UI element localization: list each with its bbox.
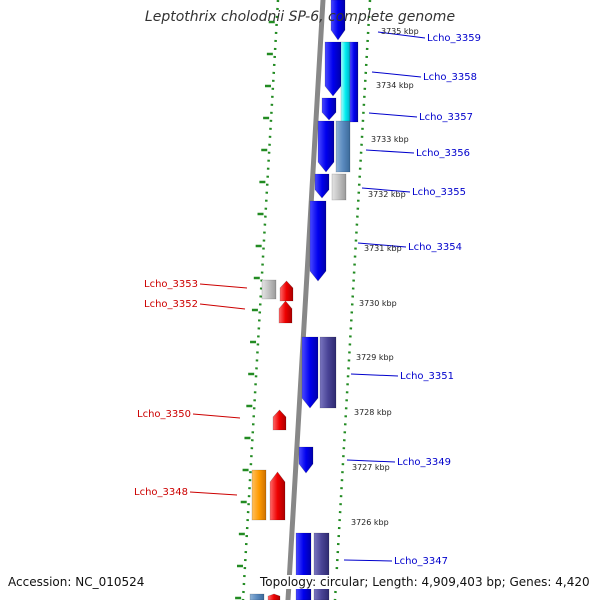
- leader-line: [357, 242, 407, 248]
- gene-arrow: [251, 469, 267, 521]
- gene-arrow: [349, 41, 359, 123]
- leader-line: [350, 373, 399, 377]
- scale-label: 3733 kbp: [371, 135, 409, 144]
- gene-arrow: [317, 120, 335, 173]
- leader-line: [361, 187, 411, 193]
- gene-label-forward[interactable]: Lcho_3359: [427, 33, 481, 44]
- gene-label-forward[interactable]: Lcho_3356: [416, 148, 470, 159]
- tick-marks: [235, 0, 372, 600]
- scale-label: 3734 kbp: [376, 81, 414, 90]
- gene-label-forward[interactable]: Lcho_3354: [408, 242, 462, 253]
- topology-text: Topology: circular; Length: 4,909,403 bp…: [260, 575, 590, 589]
- gene-arrow: [335, 120, 351, 173]
- gene-arrow: [298, 446, 314, 474]
- accession-text: Accession: NC_010524: [8, 575, 145, 589]
- scale-label: 3729 kbp: [356, 353, 394, 362]
- gene-arrows: [249, 0, 359, 600]
- gene-label-forward[interactable]: Lcho_3357: [419, 112, 473, 123]
- gene-label-reverse[interactable]: Lcho_3352: [144, 299, 198, 310]
- leader-line: [199, 283, 248, 289]
- gene-arrow: [261, 279, 277, 300]
- leader-line: [343, 559, 393, 562]
- gene-label-reverse[interactable]: Lcho_3353: [144, 279, 198, 290]
- leader-line: [371, 71, 422, 78]
- gene-label-reverse[interactable]: Lcho_3350: [137, 409, 191, 420]
- gene-arrow: [301, 336, 319, 409]
- gene-arrow: [309, 200, 327, 282]
- gene-arrow: [269, 471, 286, 521]
- gene-label-forward[interactable]: Lcho_3358: [423, 72, 477, 83]
- scale-label: 3735 kbp: [381, 27, 419, 36]
- scale-label: 3732 kbp: [368, 190, 406, 199]
- gene-arrow: [295, 532, 312, 600]
- gene-arrow: [314, 173, 330, 199]
- gene-arrow: [324, 41, 342, 97]
- scale-label: 3726 kbp: [351, 518, 389, 527]
- gene-arrow: [267, 593, 281, 600]
- gene-arrow: [330, 0, 346, 41]
- leader-line: [346, 459, 396, 463]
- gene-label-reverse[interactable]: Lcho_3348: [134, 487, 188, 498]
- leader-line: [199, 303, 246, 310]
- leader-line: [189, 491, 238, 496]
- gene-arrow: [340, 41, 351, 123]
- leader-line: [368, 112, 418, 118]
- leader-line: [377, 31, 426, 39]
- gene-label-forward[interactable]: Lcho_3355: [412, 187, 466, 198]
- leader-line: [365, 149, 415, 154]
- genome-title: Leptothrix cholodnii SP-6, complete geno…: [144, 9, 456, 25]
- gene-label-forward[interactable]: Lcho_3347: [394, 556, 448, 567]
- gene-arrow: [279, 280, 294, 302]
- scale-label: 3731 kbp: [364, 244, 402, 253]
- scale-labels: 3735 kbp 3734 kbp 3733 kbp 3732 kbp 3731 kbp…: [351, 27, 419, 527]
- genome-backbone: [285, 0, 326, 600]
- scale-label: 3727 kbp: [352, 463, 390, 472]
- gene-arrow: [272, 409, 287, 431]
- gene-arrow: [319, 336, 337, 409]
- gene-labels: Lcho_3359 Lcho_3358 Lcho_3357 Lcho_3356 Lcho…: [134, 31, 481, 567]
- gene-arrow: [331, 173, 347, 201]
- gene-label-forward[interactable]: Lcho_3351: [400, 371, 454, 382]
- gene-arrow: [321, 97, 337, 121]
- gene-label-forward[interactable]: Lcho_3349: [397, 457, 451, 468]
- leader-line: [192, 413, 241, 419]
- gene-arrow: [249, 593, 265, 600]
- gene-arrow: [313, 532, 330, 600]
- gene-arrow: [278, 300, 293, 324]
- scale-label: 3730 kbp: [359, 299, 397, 308]
- scale-label: 3728 kbp: [354, 408, 392, 417]
